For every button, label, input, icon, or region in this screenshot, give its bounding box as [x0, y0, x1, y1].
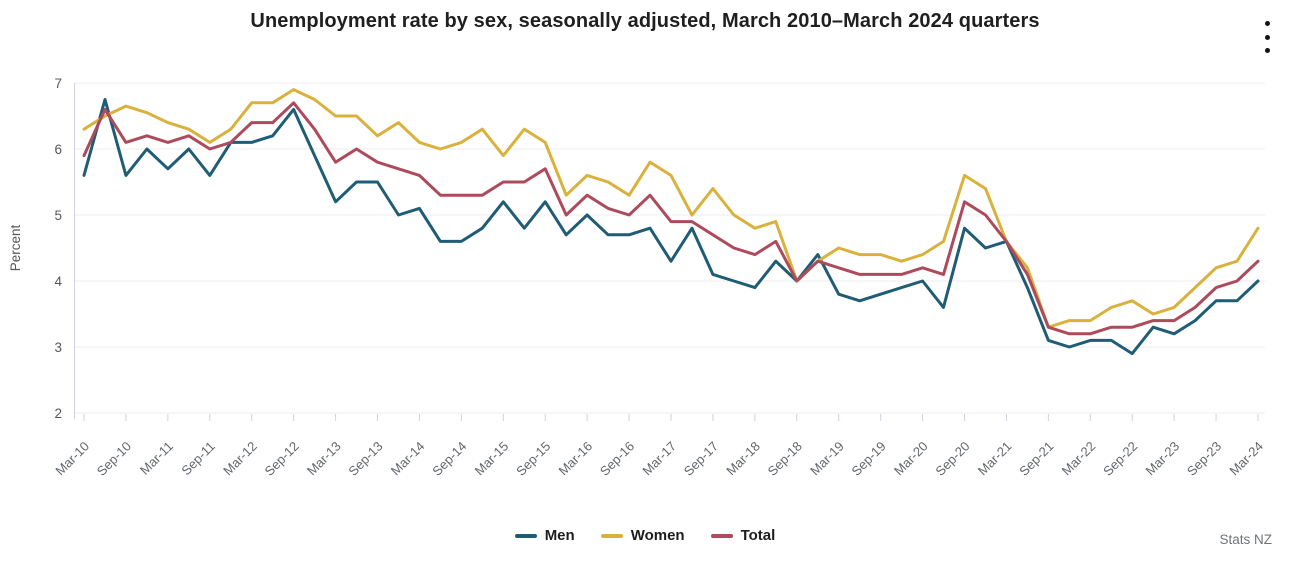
x-tick-label: Mar-16	[556, 439, 596, 479]
series-line-women[interactable]	[82, 88, 1260, 329]
legend-swatch-men	[514, 533, 537, 538]
x-tick-label: Mar-21	[975, 439, 1015, 479]
x-tick-label: Mar-12	[220, 439, 260, 479]
x-tick-label: Sep-22	[1100, 439, 1140, 479]
x-tick-label: Mar-13	[304, 439, 344, 479]
x-tick-label: Sep-23	[1184, 439, 1224, 479]
y-tick-label: 7	[54, 76, 62, 91]
x-tick-label: Mar-24	[1226, 439, 1266, 479]
x-tick-label: Sep-11	[178, 439, 218, 479]
x-axis-labels: Mar-10 Sep-10 Mar-11 Sep-11 Mar-12 Sep-12 Mar-…	[52, 439, 1266, 479]
x-tick-label: Sep-16	[597, 439, 637, 479]
x-tick-label: Mar-22	[1059, 439, 1099, 479]
y-tick-label: 3	[54, 340, 62, 355]
x-tick-label: Mar-19	[807, 439, 847, 479]
y-axis-labels: 2 3 4 5 6 7	[54, 76, 62, 421]
source-attribution: Stats NZ	[1219, 532, 1272, 547]
legend: Men Women Total	[0, 527, 1290, 544]
y-tick-label: 5	[54, 208, 62, 223]
x-tick-label: Sep-10	[94, 439, 134, 479]
x-tick-label: Mar-18	[723, 439, 763, 479]
legend-label: Women	[630, 527, 685, 544]
x-tick-label: Mar-15	[472, 439, 512, 479]
x-tick-label: Mar-10	[52, 439, 92, 479]
legend-swatch-women	[600, 533, 623, 538]
y-tick-label: 6	[54, 142, 62, 157]
gridlines	[74, 82, 1265, 414]
x-tick-label: Sep-15	[513, 439, 553, 479]
y-axis-title: Percent	[8, 224, 23, 271]
x-tick-label: Mar-23	[1143, 439, 1183, 479]
legend-swatch-total	[710, 533, 733, 538]
x-tick-label: Sep-19	[849, 439, 889, 479]
x-tick-label: Sep-21	[1016, 439, 1056, 479]
x-tick-label: Mar-17	[639, 439, 679, 479]
x-tick-label: Sep-13	[345, 439, 385, 479]
y-tick-label: 4	[54, 274, 62, 289]
series-line-total[interactable]	[82, 101, 1260, 336]
series-line-men[interactable]	[82, 98, 1260, 356]
x-axis-ticks	[83, 414, 1259, 421]
legend-item-women[interactable]: Women	[600, 527, 685, 544]
x-tick-label: Mar-20	[891, 439, 931, 479]
x-tick-label: Sep-17	[681, 439, 721, 479]
chart-title: Unemployment rate by sex, seasonally adj…	[250, 10, 1040, 32]
legend-label: Total	[740, 527, 776, 544]
legend-item-total[interactable]: Total	[710, 527, 776, 544]
x-tick-label: Sep-12	[262, 439, 302, 479]
x-tick-label: Sep-18	[765, 439, 805, 479]
x-tick-label: Mar-14	[388, 439, 428, 479]
kebab-menu-icon[interactable]	[1260, 19, 1274, 55]
x-tick-label: Mar-11	[137, 439, 176, 478]
legend-label: Men	[544, 527, 575, 544]
x-tick-label: Sep-14	[429, 439, 469, 479]
legend-item-men[interactable]: Men	[514, 527, 575, 544]
y-tick-label: 2	[54, 406, 62, 421]
x-tick-label: Sep-20	[932, 439, 972, 479]
